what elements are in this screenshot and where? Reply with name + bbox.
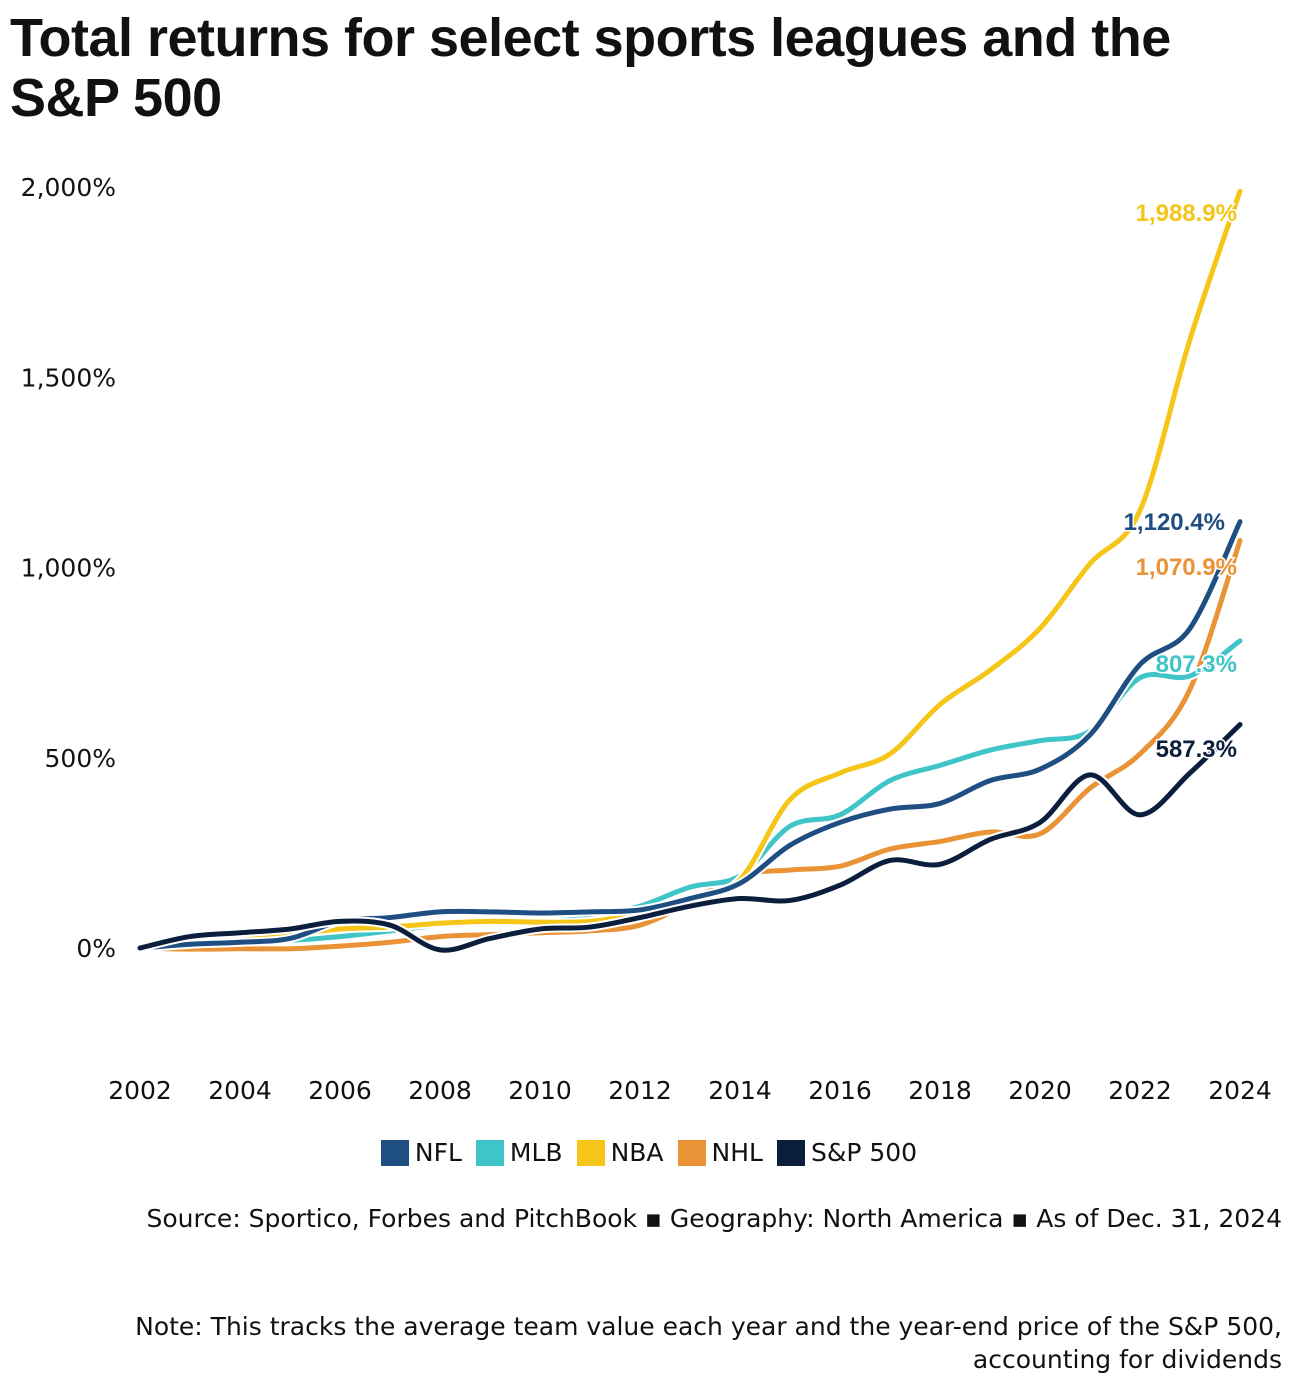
y-tick-label: 0%	[76, 934, 116, 963]
legend-swatch	[576, 1139, 605, 1166]
legend-item: NFL	[380, 1138, 462, 1167]
legend-label: S&P 500	[810, 1138, 918, 1167]
legend-label: NHL	[711, 1138, 763, 1167]
end-value-label: 1,988.9%	[1136, 200, 1237, 227]
x-tick-label: 2002	[108, 1076, 172, 1105]
y-tick-label: 2,000%	[21, 173, 116, 202]
x-tick-label: 2010	[508, 1076, 572, 1105]
series-halo	[135, 186, 1245, 953]
source-text: Source: Sportico, Forbes and PitchBook ▪…	[146, 1204, 1282, 1233]
note-text: Note: This tracks the average team value…	[135, 1312, 1282, 1374]
y-tick-label: 1,500%	[21, 363, 116, 392]
x-tick-label: 2018	[908, 1076, 972, 1105]
legend-item: NBA	[576, 1138, 664, 1167]
legend: NFL MLB NBA NHL S&P 500	[0, 1138, 1298, 1167]
x-tick-label: 2008	[408, 1076, 472, 1105]
series-line-nba	[137, 188, 1243, 951]
legend-label: NFL	[414, 1138, 462, 1167]
series-halo	[135, 720, 1245, 955]
legend-item: S&P 500	[776, 1138, 918, 1167]
legend-swatch	[380, 1139, 409, 1166]
x-tick-label: 2022	[1108, 1076, 1172, 1105]
x-tick-label: 2016	[808, 1076, 872, 1105]
legend-label: MLB	[509, 1138, 563, 1167]
series-line-mlb	[137, 638, 1243, 951]
end-value-label: 1,070.9%	[1136, 554, 1237, 581]
legend-item: NHL	[677, 1138, 763, 1167]
legend-swatch	[776, 1139, 805, 1166]
legend-item: MLB	[475, 1138, 563, 1167]
x-tick-label: 2006	[308, 1076, 372, 1105]
line-chart: 0% 500% 1,000% 1,500% 2,000% 2002 2004 2006 2008…	[21, 173, 1272, 1105]
y-tick-label: 1,000%	[21, 554, 116, 583]
x-tick-label: 2024	[1208, 1076, 1272, 1105]
legend-swatch	[677, 1139, 706, 1166]
series-line-s-p-500	[137, 722, 1243, 953]
x-tick-label: 2012	[608, 1076, 672, 1105]
end-value-label: 587.3%	[1156, 736, 1237, 763]
legend-swatch	[475, 1139, 504, 1166]
legend-label: NBA	[610, 1138, 664, 1167]
x-tick-label: 2014	[708, 1076, 772, 1105]
x-tick-label: 2004	[208, 1076, 272, 1105]
y-tick-label: 500%	[45, 744, 116, 773]
end-value-label: 807.3%	[1156, 651, 1237, 678]
chart-title: Total returns for select sports leagues …	[10, 8, 1171, 128]
end-value-label: 1,120.4%	[1124, 509, 1225, 536]
x-tick-label: 2020	[1008, 1076, 1072, 1105]
